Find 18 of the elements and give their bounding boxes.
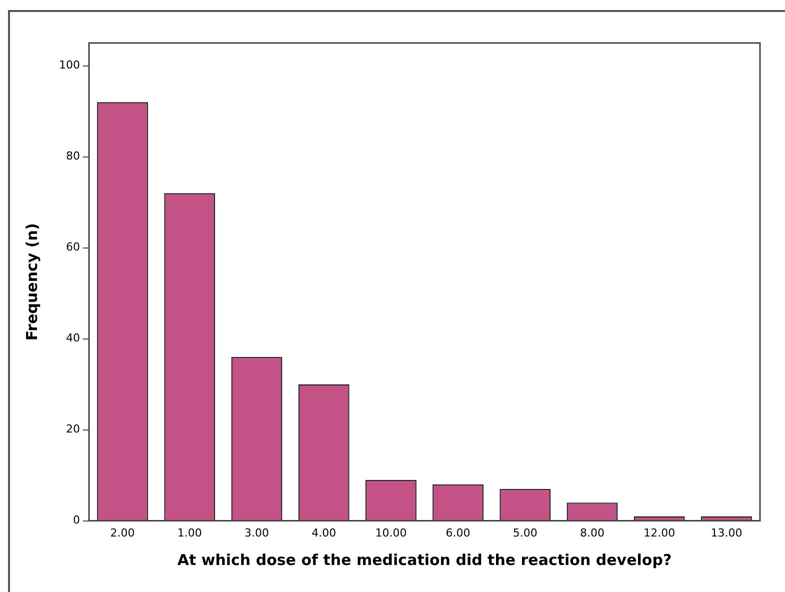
x-tick-label: 1.00 — [177, 526, 202, 540]
y-tick-label: 80 — [66, 150, 80, 163]
y-tick-label: 20 — [66, 422, 80, 436]
x-axis-title: At which dose of the medication did the reaction develop? — [177, 550, 672, 569]
y-tick-label: 60 — [66, 240, 80, 254]
x-tick-label: 8.00 — [580, 526, 604, 540]
x-tick-label: 12.00 — [644, 526, 676, 540]
x-tick-label: 2.00 — [110, 526, 135, 540]
x-tick-label: 10.00 — [375, 526, 407, 540]
x-tick-label: 4.00 — [312, 526, 336, 540]
y-tick-label: 40 — [66, 332, 80, 345]
x-tick-label: 3.00 — [244, 526, 269, 540]
x-tick-label: 6.00 — [446, 526, 470, 540]
x-tick-label: 5.00 — [512, 526, 538, 540]
y-tick-label: 100 — [58, 58, 80, 72]
y-axis-title: Frequency (n) — [22, 223, 41, 341]
x-tick-label: 13.00 — [710, 526, 742, 540]
y-tick-label: 0 — [72, 514, 80, 527]
